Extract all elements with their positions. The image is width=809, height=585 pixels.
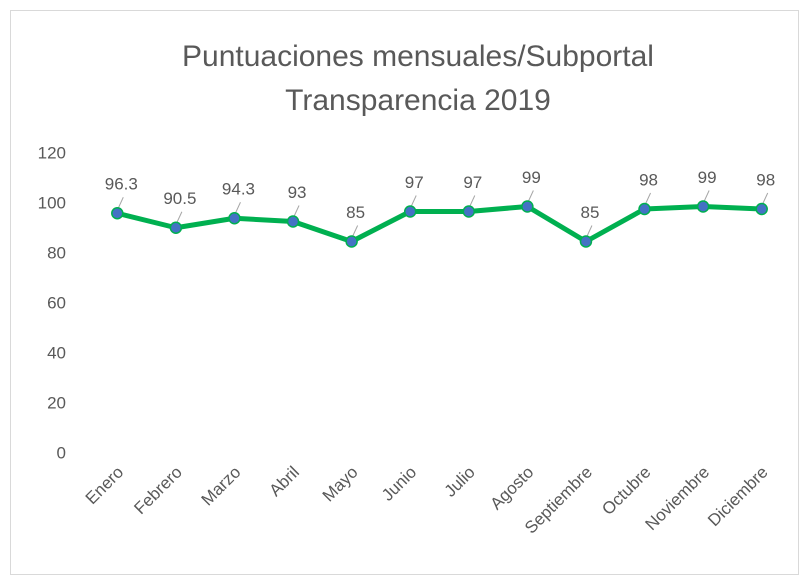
data-point <box>755 202 768 216</box>
y-tick-label: 40 <box>47 343 66 362</box>
y-tick-label: 80 <box>47 243 66 262</box>
data-label: 94.3 <box>222 180 255 199</box>
data-point <box>228 212 241 225</box>
data-label: 85 <box>580 203 599 222</box>
data-point <box>345 235 358 248</box>
data-label: 98 <box>639 170 658 189</box>
data-point <box>462 205 476 218</box>
data-point <box>521 200 534 213</box>
data-label: 99 <box>522 168 541 187</box>
data-point <box>169 221 183 234</box>
data-point <box>638 202 651 216</box>
data-label: 96.3 <box>105 175 138 194</box>
chart-title: Transparencia 2019 <box>285 84 551 117</box>
y-tick-label: 120 <box>38 143 66 162</box>
y-tick-label: 0 <box>57 443 66 462</box>
y-tick-label: 100 <box>38 193 66 212</box>
chart-title: Puntuaciones mensuales/Subportal <box>182 40 654 73</box>
data-label: 99 <box>698 168 717 187</box>
data-label: 93 <box>288 183 307 202</box>
data-point <box>111 207 124 220</box>
data-point <box>696 200 710 213</box>
data-label: 98 <box>756 170 775 189</box>
data-label: 85 <box>346 203 365 222</box>
data-point <box>403 205 417 218</box>
data-label: 97 <box>405 173 424 192</box>
chart-border <box>10 10 799 575</box>
y-tick-label: 60 <box>47 293 66 312</box>
data-label: 90.5 <box>163 189 196 208</box>
data-label: 97 <box>463 173 482 192</box>
data-line <box>116 204 762 244</box>
data-point <box>286 215 300 228</box>
data-point <box>579 235 593 248</box>
y-tick-label: 20 <box>47 393 66 412</box>
